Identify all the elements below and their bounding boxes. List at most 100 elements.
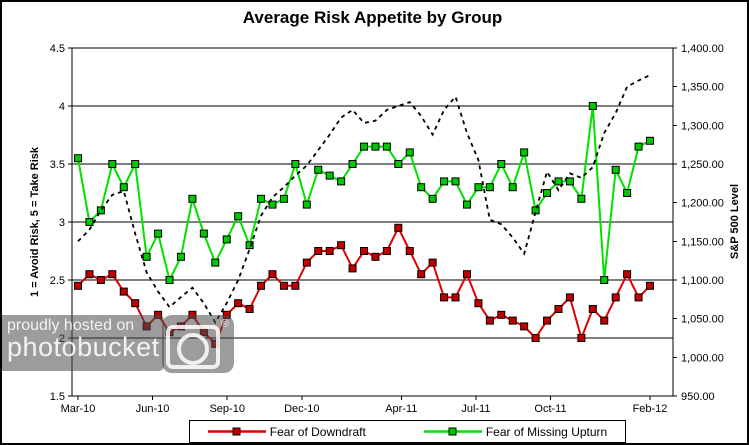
data-point-marker (497, 310, 506, 319)
left-axis-tick-label: 4.5 (50, 43, 65, 55)
right-axis-tick-label: 1,050.00 (681, 314, 724, 326)
data-point-marker (85, 218, 94, 226)
data-point-marker (451, 293, 460, 302)
right-axis-tick-label: 1,350.00 (681, 82, 724, 94)
data-point-marker (565, 293, 574, 302)
data-point-marker (371, 142, 380, 151)
fear-of-downdraft-line (77, 225, 651, 346)
data-point-marker (485, 183, 494, 192)
data-point-marker (188, 310, 197, 319)
data-point-marker (520, 148, 529, 157)
data-point-marker (565, 177, 574, 186)
data-point-marker (257, 194, 266, 203)
data-point-marker (199, 229, 208, 238)
data-point-marker (85, 270, 94, 279)
data-point-marker (119, 183, 128, 192)
right-axis-tick-label: 1,000.00 (681, 352, 724, 364)
data-point-marker (176, 252, 185, 261)
data-point-marker (211, 258, 220, 267)
x-axis-tick-label: Sep-10 (209, 403, 244, 415)
data-point-marker (588, 102, 597, 110)
left-axis-tick-label: 3.5 (50, 159, 65, 171)
data-point-marker (268, 270, 277, 279)
data-point-marker (451, 177, 460, 186)
data-point-marker (543, 316, 552, 325)
right-axis-tick-label: 1,250.00 (681, 159, 724, 171)
data-point-marker (154, 229, 163, 238)
data-point-marker (176, 322, 185, 331)
data-point-marker (405, 148, 414, 157)
left-axis-tick-label: 1.5 (50, 391, 65, 403)
data-point-marker (462, 200, 471, 209)
x-axis-tick-label: Mar-10 (61, 403, 96, 415)
data-point-marker (337, 177, 346, 186)
data-point-marker (96, 276, 105, 284)
plot-border (71, 47, 674, 397)
data-point-marker (508, 316, 517, 325)
data-point-marker (428, 194, 437, 203)
data-point-marker (279, 194, 288, 203)
data-point-marker (165, 276, 174, 284)
data-point-marker (142, 322, 151, 331)
legend-item-fear-of-missing-upturn: Fear of Missing Upturn (423, 425, 607, 439)
data-point-marker (474, 183, 483, 192)
data-point-marker (394, 160, 403, 168)
x-axis-tick-label: Feb-12 (633, 403, 668, 415)
data-point-marker (440, 177, 449, 186)
data-point-marker (222, 235, 231, 244)
downdraft-line-swatch (207, 427, 266, 436)
data-point-marker (554, 305, 563, 313)
legend: Fear of Downdraft Fear of Missing Upturn (189, 420, 626, 443)
data-point-marker (302, 258, 311, 267)
left-axis-tick-label: 2 (59, 333, 65, 345)
data-point-marker (611, 165, 620, 174)
data-point-marker (382, 247, 391, 255)
data-point-marker (371, 252, 380, 261)
data-point-marker (74, 154, 82, 163)
data-point-marker (382, 142, 391, 151)
data-point-marker (543, 189, 552, 197)
left-axis-tick-label: 3 (59, 217, 65, 229)
data-point-marker (485, 316, 494, 325)
data-point-marker (646, 136, 654, 145)
data-point-marker (245, 241, 254, 250)
data-point-marker (577, 334, 586, 342)
x-axis-tick-label: Oct-11 (534, 403, 566, 415)
data-point-marker (234, 212, 243, 221)
right-axis-tick-label: 1,200.00 (681, 198, 724, 210)
data-point-marker (554, 177, 563, 186)
data-point-marker (417, 183, 426, 192)
data-point-marker (348, 264, 357, 273)
data-point-marker (165, 328, 174, 337)
sp500-dashed-line (77, 74, 651, 325)
legend-item-fear-of-downdraft: Fear of Downdraft (207, 425, 366, 439)
missing-upturn-line-swatch (423, 427, 482, 436)
data-point-marker (245, 305, 254, 313)
data-point-marker (588, 305, 597, 313)
left-axis-tick-label: 2.5 (50, 275, 65, 287)
data-point-marker (428, 258, 437, 267)
data-point-marker (131, 299, 140, 308)
data-point-marker (611, 293, 620, 302)
data-point-marker (520, 322, 529, 331)
data-point-marker (440, 293, 449, 302)
data-point-marker (108, 160, 117, 168)
x-axis-tick-label: Dec-10 (284, 403, 319, 415)
data-point-marker (634, 142, 643, 151)
data-point-marker (291, 281, 300, 290)
data-point-marker (623, 189, 632, 197)
data-point-marker (360, 142, 368, 151)
data-point-marker (257, 281, 266, 290)
data-point-marker (188, 194, 197, 203)
data-point-marker (623, 270, 632, 279)
data-point-marker (268, 200, 277, 209)
data-point-marker (497, 160, 506, 168)
data-point-marker (394, 223, 403, 232)
data-point-marker (577, 194, 586, 203)
data-point-marker (314, 247, 323, 255)
data-point-marker (646, 281, 654, 290)
data-point-marker (119, 287, 128, 296)
right-axis-tick-label: 1,100.00 (681, 275, 724, 287)
data-point-marker (462, 270, 471, 279)
x-axis-tick-label: Jul-11 (461, 403, 490, 415)
